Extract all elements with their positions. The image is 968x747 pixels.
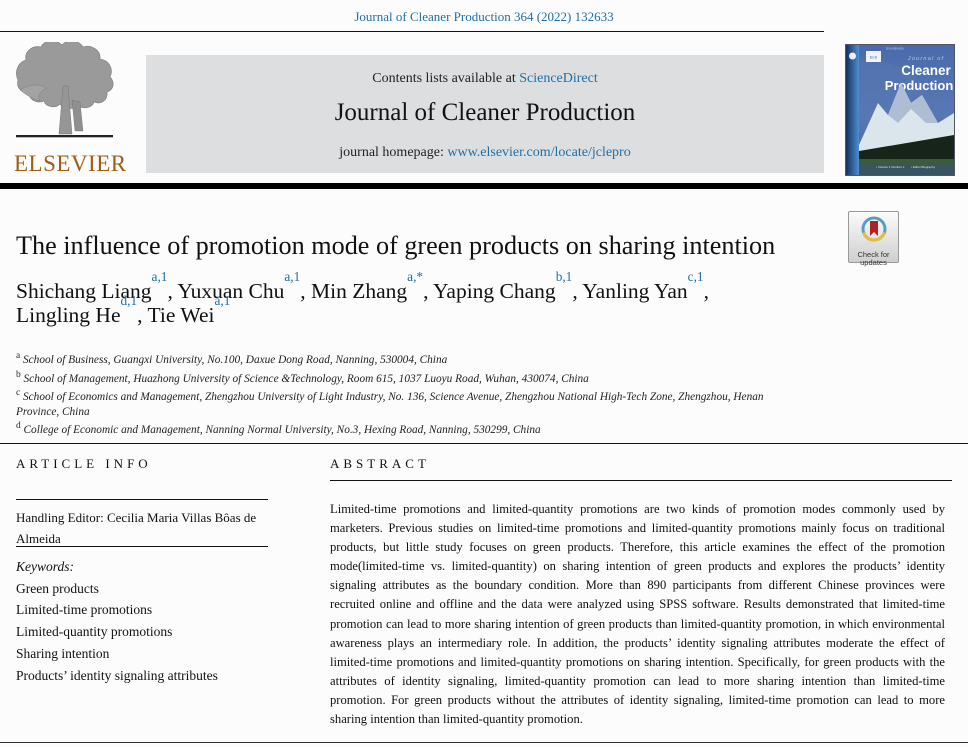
svg-text:• Volume 1 Number 1: • Volume 1 Number 1 xyxy=(876,165,905,169)
svg-text:Cleaner: Cleaner xyxy=(901,63,951,78)
svg-text:ISSN 0959-6526: ISSN 0959-6526 xyxy=(886,48,904,51)
svg-text:Journal of: Journal of xyxy=(907,56,945,62)
svg-text:ELS: ELS xyxy=(870,56,878,60)
svg-text:Production: Production xyxy=(885,78,954,93)
svg-text:• Editor Biography: • Editor Biography xyxy=(911,165,936,169)
